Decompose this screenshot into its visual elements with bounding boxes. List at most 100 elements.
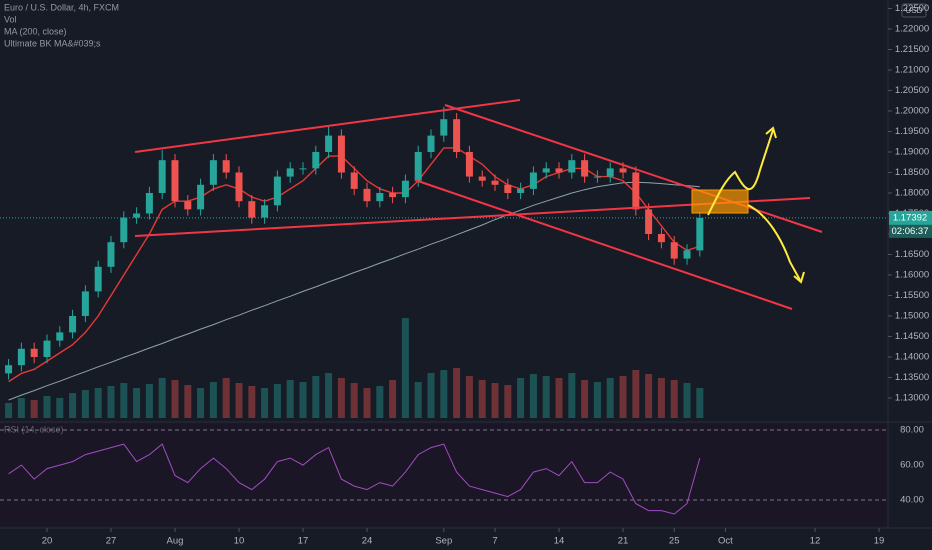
- time-tick-label: Aug: [167, 536, 184, 547]
- price-tick-label: 1.19500: [895, 126, 929, 137]
- time-tick-label: Oct: [718, 536, 733, 547]
- candle-body: [389, 192, 397, 198]
- rsi-pane: [0, 424, 888, 526]
- rsi-tick-label: 40.00: [900, 495, 924, 506]
- candle-body: [120, 217, 128, 243]
- volume-bar: [401, 318, 409, 418]
- price-tick-label: 1.20500: [895, 85, 929, 96]
- time-tick-label: 19: [874, 536, 885, 547]
- volume-bar: [529, 374, 537, 418]
- candle-body: [350, 172, 358, 189]
- time-tick-label: 24: [362, 536, 373, 547]
- time-tick-label: 7: [492, 536, 497, 547]
- countdown-tag: [889, 224, 932, 238]
- time-tick-label: 25: [669, 536, 680, 547]
- volume-bar: [645, 374, 653, 418]
- rsi-line: [8, 443, 701, 515]
- candle-body: [17, 348, 25, 366]
- indicator-label: Ultimate BK MA&#039;s: [4, 38, 101, 48]
- volume-bar: [593, 382, 601, 418]
- candle-body: [363, 188, 371, 202]
- price-tick-label: 1.14500: [895, 331, 929, 342]
- time-tick-label: Sep: [435, 536, 452, 547]
- candle-body: [683, 250, 691, 259]
- volume-bar: [657, 378, 665, 418]
- volume-bar: [248, 386, 256, 418]
- volume-bar: [478, 380, 486, 418]
- rsi-tick-label: 60.00: [900, 460, 924, 471]
- volume-bar: [376, 386, 384, 418]
- price-tick-label: 1.16000: [895, 270, 929, 281]
- candle-body: [632, 172, 640, 210]
- price-tick-label: 1.15500: [895, 290, 929, 301]
- candle-body: [542, 168, 550, 173]
- volume-bar: [619, 376, 627, 418]
- trendline: [414, 179, 793, 310]
- volume-bar: [209, 382, 217, 418]
- volume-bar: [337, 378, 345, 418]
- volume-bar: [440, 370, 448, 418]
- volume-bar: [120, 383, 128, 418]
- candle-body: [555, 168, 563, 173]
- volume-bar: [184, 385, 192, 418]
- candle-body: [414, 151, 422, 181]
- volume-bar: [133, 388, 141, 418]
- arrowhead: [793, 271, 805, 284]
- candle-body: [30, 348, 38, 357]
- candle-body: [517, 188, 525, 193]
- candle-body: [235, 172, 243, 202]
- volume-bar: [350, 383, 358, 418]
- candle-body: [107, 242, 115, 267]
- candle-body: [645, 209, 653, 234]
- time-tick-label: 14: [554, 536, 565, 547]
- volume-bar: [158, 378, 166, 418]
- volume-bar: [670, 380, 678, 418]
- price-tick-label: 1.21500: [895, 44, 929, 55]
- last-price-tag: [889, 210, 932, 225]
- candle-body: [401, 180, 409, 198]
- volume-bar: [542, 376, 550, 418]
- volume-bar: [197, 388, 205, 418]
- volume-bar: [363, 388, 371, 418]
- volume-bar: [465, 376, 473, 418]
- time-tick-label: 27: [106, 536, 117, 547]
- time-tick-label: 12: [810, 536, 821, 547]
- candle-body: [606, 168, 614, 177]
- volume-bar: [171, 380, 179, 418]
- currency-box[interactable]: [901, 3, 927, 18]
- currency[interactable]: USD: [906, 6, 923, 15]
- candle-body: [504, 184, 512, 193]
- time-tick-label: 10: [234, 536, 245, 547]
- volume-bar: [56, 398, 64, 418]
- candle-body: [581, 160, 589, 177]
- candle-body: [43, 340, 51, 357]
- volume-bar: [145, 384, 153, 418]
- price-tick-label: 1.22500: [895, 3, 929, 14]
- volume-bar: [414, 382, 422, 418]
- volume-bar: [427, 373, 435, 418]
- price-tick-label: 1.19000: [895, 147, 929, 158]
- price-tick-label: 1.15000: [895, 310, 929, 321]
- volume-bar: [107, 386, 115, 418]
- volume-bar: [261, 388, 269, 418]
- volume-bar: [581, 380, 589, 418]
- time-tick-label: 17: [298, 536, 309, 547]
- candle-body: [248, 201, 256, 218]
- candle-body: [670, 242, 678, 259]
- candle-body: [56, 332, 64, 341]
- candle-body: [619, 168, 627, 173]
- price-tick-label: 1.14000: [895, 351, 929, 362]
- volume-bar: [325, 373, 333, 418]
- candle-body: [312, 151, 320, 169]
- arrow-up: [707, 129, 774, 216]
- candle-body: [529, 172, 537, 189]
- volume-bar: [568, 373, 576, 418]
- indicator-label: Vol: [4, 14, 17, 24]
- candle-body: [133, 213, 141, 218]
- price-tick-label: 1.16500: [895, 249, 929, 260]
- volume-bar: [312, 376, 320, 418]
- candle-body: [5, 365, 13, 374]
- price-tick-label: 1.20000: [895, 106, 929, 117]
- price-tick-label: 1.22000: [895, 24, 929, 35]
